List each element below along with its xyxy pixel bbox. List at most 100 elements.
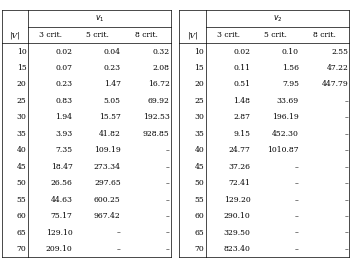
- Text: 2.55: 2.55: [331, 48, 348, 56]
- Text: 0.23: 0.23: [55, 81, 72, 88]
- Text: –: –: [295, 196, 299, 204]
- Text: –: –: [344, 163, 348, 171]
- Text: 5.05: 5.05: [104, 97, 121, 105]
- Text: 50: 50: [17, 179, 27, 187]
- Text: 109.19: 109.19: [94, 146, 121, 154]
- Text: 45: 45: [194, 163, 204, 171]
- Text: 70: 70: [17, 245, 27, 253]
- Text: 60: 60: [17, 212, 27, 220]
- Text: –: –: [344, 212, 348, 220]
- Text: 196.19: 196.19: [272, 113, 299, 121]
- Text: 1.48: 1.48: [233, 97, 251, 105]
- Text: 3.93: 3.93: [55, 130, 72, 138]
- Text: 0.10: 0.10: [282, 48, 299, 56]
- Text: 1.94: 1.94: [56, 113, 72, 121]
- Text: 33.69: 33.69: [277, 97, 299, 105]
- Text: 25: 25: [17, 97, 27, 105]
- Text: 20: 20: [17, 81, 27, 88]
- Text: 3 crit.: 3 crit.: [217, 31, 240, 39]
- Text: –: –: [295, 179, 299, 187]
- Text: –: –: [295, 163, 299, 171]
- Text: 209.10: 209.10: [46, 245, 72, 253]
- Text: 0.07: 0.07: [56, 64, 72, 72]
- Text: 1010.87: 1010.87: [267, 146, 299, 154]
- Text: 37.26: 37.26: [229, 163, 251, 171]
- Text: 7.95: 7.95: [282, 81, 299, 88]
- Text: 9.15: 9.15: [233, 130, 251, 138]
- Text: 25: 25: [194, 97, 204, 105]
- Text: 60: 60: [194, 212, 204, 220]
- Text: 55: 55: [17, 196, 27, 204]
- Text: 297.65: 297.65: [94, 179, 121, 187]
- Text: 15.57: 15.57: [99, 113, 121, 121]
- Text: –: –: [166, 179, 170, 187]
- Text: 290.10: 290.10: [224, 212, 251, 220]
- Text: 967.42: 967.42: [94, 212, 121, 220]
- Text: 20: 20: [194, 81, 204, 88]
- Text: 16.72: 16.72: [148, 81, 170, 88]
- Text: 8 crit.: 8 crit.: [313, 31, 336, 39]
- Text: 30: 30: [194, 113, 204, 121]
- Text: 273.34: 273.34: [94, 163, 121, 171]
- Text: |V|: |V|: [9, 31, 20, 39]
- Text: –: –: [295, 212, 299, 220]
- Text: 15: 15: [17, 64, 27, 72]
- Text: –: –: [344, 97, 348, 105]
- Text: 0.02: 0.02: [233, 48, 251, 56]
- Text: –: –: [166, 163, 170, 171]
- Text: 75.17: 75.17: [51, 212, 72, 220]
- Text: 26.56: 26.56: [51, 179, 72, 187]
- Text: $v_1$: $v_1$: [95, 13, 104, 24]
- Text: 5 crit.: 5 crit.: [264, 31, 287, 39]
- Text: –: –: [344, 179, 348, 187]
- Text: 44.63: 44.63: [50, 196, 72, 204]
- Text: $v_2$: $v_2$: [273, 13, 282, 24]
- Text: –: –: [344, 245, 348, 253]
- Text: |V|: |V|: [187, 31, 198, 39]
- Text: 40: 40: [17, 146, 27, 154]
- Text: –: –: [117, 245, 121, 253]
- Text: –: –: [295, 245, 299, 253]
- Text: –: –: [166, 245, 170, 253]
- Text: –: –: [344, 130, 348, 138]
- Text: 7.35: 7.35: [55, 146, 72, 154]
- Text: –: –: [344, 196, 348, 204]
- Text: 30: 30: [17, 113, 27, 121]
- Text: 1.47: 1.47: [104, 81, 121, 88]
- Text: 3 crit.: 3 crit.: [39, 31, 62, 39]
- Text: 129.10: 129.10: [46, 229, 72, 237]
- Text: 70: 70: [194, 245, 204, 253]
- Text: –: –: [295, 229, 299, 237]
- Text: 329.50: 329.50: [224, 229, 251, 237]
- Text: –: –: [166, 196, 170, 204]
- Text: 15: 15: [194, 64, 204, 72]
- Text: –: –: [166, 229, 170, 237]
- Text: 47.22: 47.22: [326, 64, 348, 72]
- Text: –: –: [166, 146, 170, 154]
- Text: 18.47: 18.47: [51, 163, 72, 171]
- Text: 0.04: 0.04: [104, 48, 121, 56]
- Text: 24.77: 24.77: [229, 146, 251, 154]
- Text: –: –: [117, 229, 121, 237]
- Text: –: –: [344, 146, 348, 154]
- Text: 8 crit.: 8 crit.: [135, 31, 158, 39]
- Text: 0.02: 0.02: [56, 48, 72, 56]
- Text: –: –: [344, 229, 348, 237]
- Text: 928.85: 928.85: [143, 130, 170, 138]
- Text: 192.53: 192.53: [143, 113, 170, 121]
- Text: 447.79: 447.79: [322, 81, 348, 88]
- Text: 10: 10: [17, 48, 27, 56]
- Text: 55: 55: [194, 196, 204, 204]
- Text: 45: 45: [17, 163, 27, 171]
- Text: 65: 65: [194, 229, 204, 237]
- Text: 0.23: 0.23: [104, 64, 121, 72]
- Text: 50: 50: [194, 179, 204, 187]
- Text: 5 crit.: 5 crit.: [86, 31, 109, 39]
- Text: 0.51: 0.51: [233, 81, 251, 88]
- Text: 129.20: 129.20: [224, 196, 251, 204]
- Text: 0.11: 0.11: [233, 64, 251, 72]
- Text: 0.83: 0.83: [55, 97, 72, 105]
- Text: –: –: [344, 113, 348, 121]
- Text: 452.30: 452.30: [272, 130, 299, 138]
- Text: 69.92: 69.92: [148, 97, 170, 105]
